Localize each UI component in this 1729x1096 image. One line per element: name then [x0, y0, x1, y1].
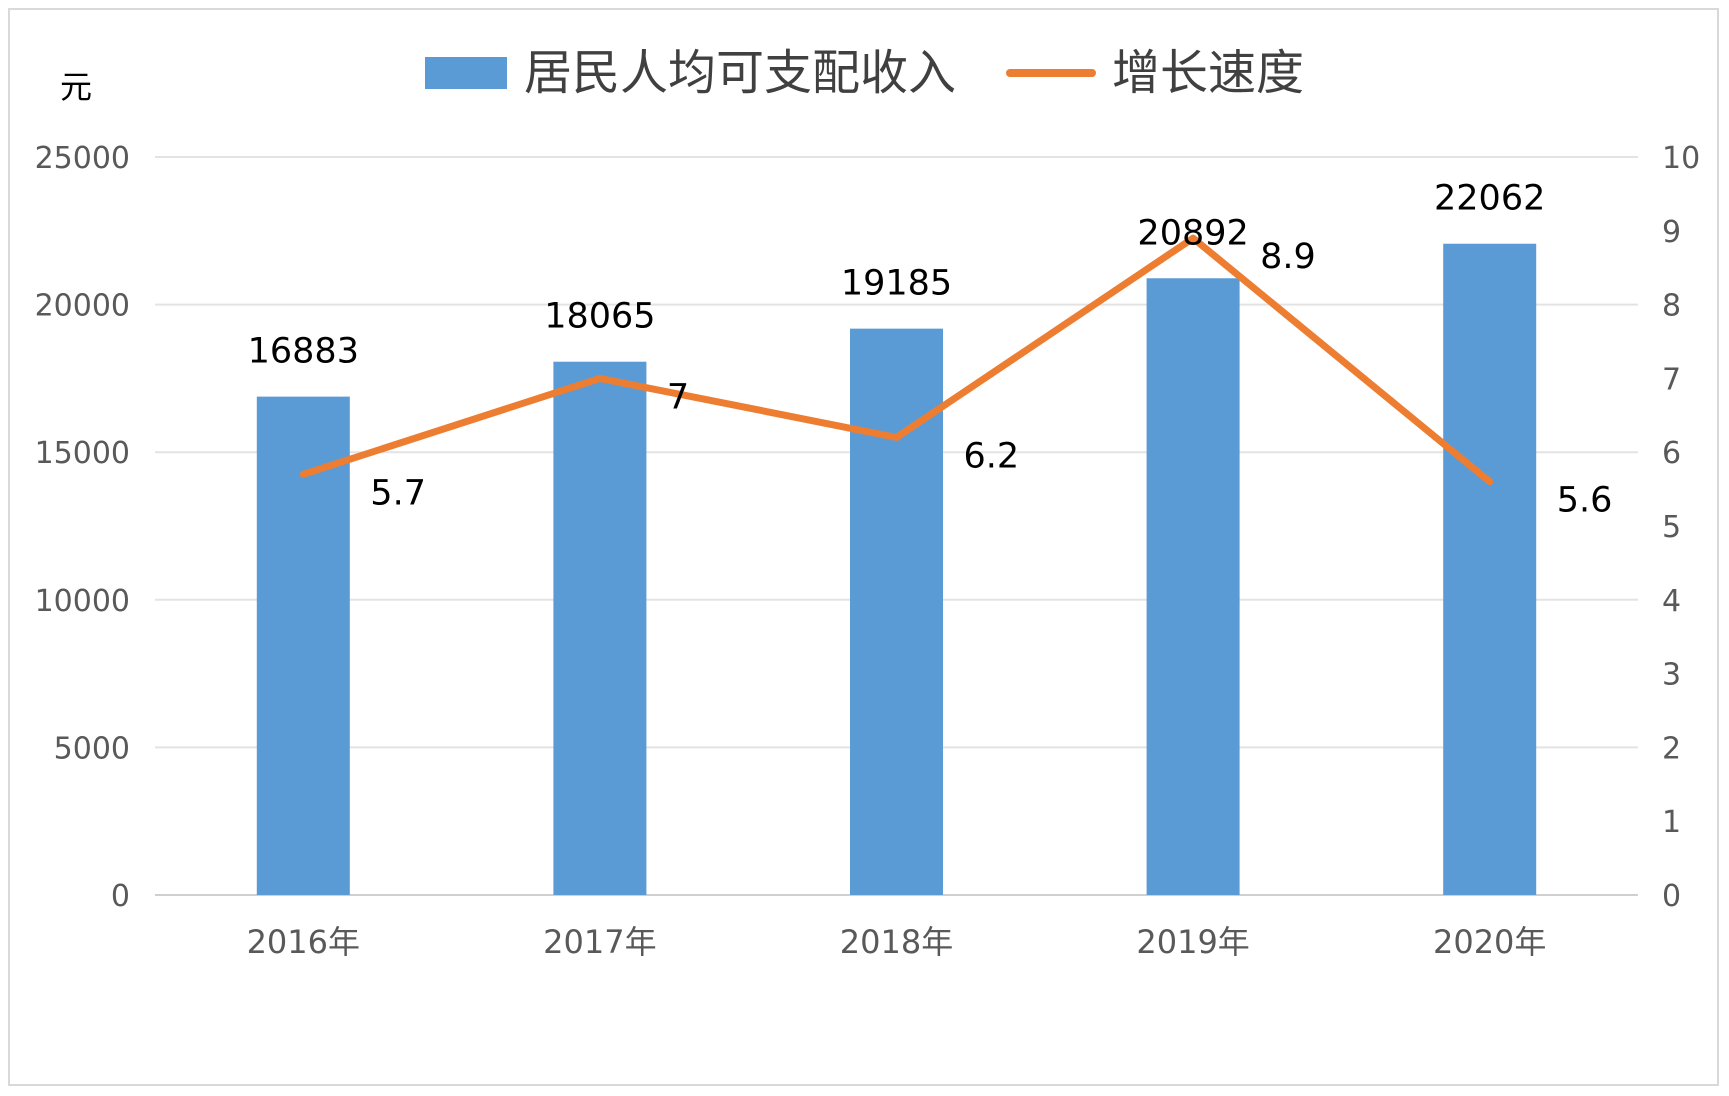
y-tick-label: 15000 — [35, 436, 130, 471]
y2-tick-label: 2 — [1662, 731, 1681, 766]
bar — [850, 328, 943, 895]
y2-tick-label: 0 — [1662, 879, 1681, 914]
y-tick-label: 5000 — [54, 731, 130, 766]
y-tick-label: 10000 — [35, 584, 130, 619]
bar — [256, 396, 350, 895]
bar-series — [256, 243, 1537, 896]
y2-tick-label: 7 — [1662, 362, 1681, 397]
gridlines — [155, 156, 1638, 896]
legend-swatch-bar — [425, 57, 507, 89]
legend-label-line: 增长速度 — [1112, 45, 1304, 101]
line-point — [302, 473, 305, 476]
line-value-label: 8.9 — [1260, 237, 1316, 277]
line-value-label: 7 — [667, 377, 689, 417]
legend: 居民人均可支配收入 增长速度 — [425, 45, 1304, 101]
data-labels: 16883 18065 19185 20892 22062 5.7 7 6.2 8.9 5.6 — [248, 179, 1613, 521]
line-value-label: 6.2 — [964, 436, 1020, 476]
bar — [553, 361, 647, 895]
line-value-label: 5.6 — [1557, 481, 1613, 521]
bar — [1146, 278, 1240, 895]
x-tick-label: 2016年 — [247, 923, 360, 961]
axes: 0 5000 10000 15000 20000 25000 0 1 2 3 4 5 6 7 8 9 10 元 20… — [35, 68, 1701, 961]
y2-tick-label: 1 — [1662, 805, 1681, 840]
y-unit-label: 元 — [60, 68, 92, 106]
bar-value-label: 19185 — [841, 264, 952, 304]
line-point — [1192, 237, 1195, 240]
y-tick-label: 25000 — [35, 141, 130, 176]
y-tick-label: 20000 — [35, 289, 130, 324]
line-point — [1488, 480, 1491, 483]
line-series — [299, 234, 1494, 486]
y2-tick-label: 5 — [1662, 510, 1681, 545]
x-tick-label: 2017年 — [543, 923, 656, 961]
x-tick-label: 2020年 — [1433, 923, 1546, 961]
x-tick-label: 2019年 — [1136, 923, 1249, 961]
line-point — [598, 377, 601, 380]
line-point — [895, 436, 898, 439]
bar-value-label: 22062 — [1434, 179, 1545, 219]
bar-value-label: 16883 — [248, 332, 359, 372]
y2-tick-label: 6 — [1662, 436, 1681, 471]
y-tick-label: 0 — [111, 879, 130, 914]
y2-tick-label: 3 — [1662, 658, 1681, 693]
line-value-label: 5.7 — [370, 473, 426, 513]
bar — [1443, 243, 1537, 896]
y2-tick-label: 10 — [1662, 141, 1700, 176]
bar-value-label: 20892 — [1137, 213, 1248, 253]
y2-tick-label: 4 — [1662, 584, 1681, 619]
bar-value-label: 18065 — [544, 297, 655, 337]
x-tick-label: 2018年 — [840, 923, 953, 961]
y2-tick-label: 9 — [1662, 215, 1681, 250]
y2-tick-label: 8 — [1662, 289, 1681, 324]
legend-label-bar: 居民人均可支配收入 — [524, 45, 956, 101]
